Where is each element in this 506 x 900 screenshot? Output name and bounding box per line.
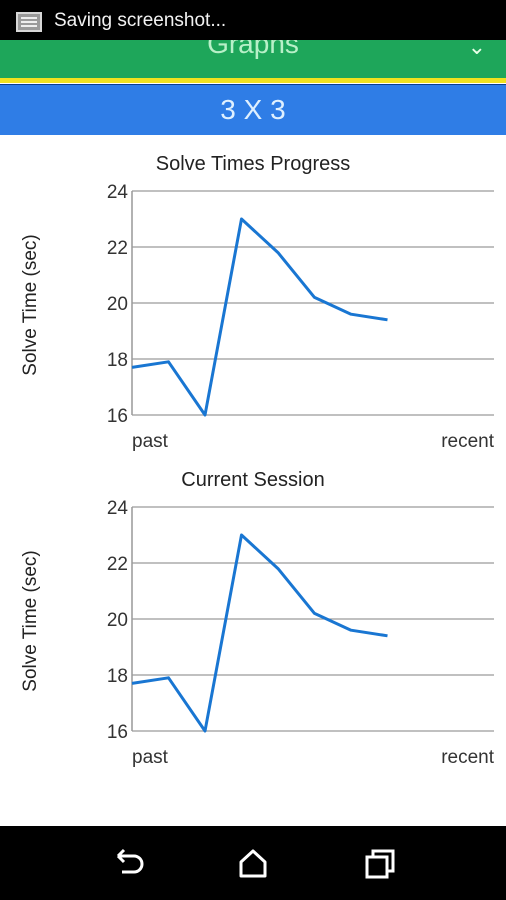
status-bar: Saving screenshot... — [0, 0, 506, 44]
back-icon[interactable] — [108, 844, 148, 884]
series-line — [131, 533, 388, 733]
y-tick-label: 22 — [107, 554, 128, 575]
progress-chart: Solve Times Progress Solve Time (sec) 16… — [0, 140, 506, 460]
navigation-bar — [0, 826, 506, 900]
home-icon[interactable] — [233, 844, 273, 884]
y-tick-label: 18 — [107, 350, 128, 371]
chevron-down-icon[interactable]: ⌄ — [467, 40, 486, 59]
app-bar-underline — [0, 78, 506, 83]
y-axis-label: Solve Time (sec) — [20, 550, 41, 691]
app-title[interactable]: Graphs — [207, 40, 299, 59]
y-tick-label: 20 — [107, 294, 128, 315]
session-chart: Current Session Solve Time (sec) 16 18 20 2… — [0, 456, 506, 776]
puzzle-type-label: 3 X 3 — [220, 94, 286, 125]
x-tick-past: past — [132, 431, 169, 452]
y-tick-label: 24 — [107, 182, 129, 203]
chart-title: Solve Times Progress — [156, 153, 351, 175]
y-axis-label: Solve Time (sec) — [20, 234, 41, 375]
y-tick-label: 20 — [107, 610, 128, 631]
x-tick-recent: recent — [441, 747, 495, 768]
y-tick-label: 16 — [107, 406, 128, 427]
chart-title: Current Session — [181, 469, 324, 491]
x-tick-recent: recent — [441, 431, 495, 452]
y-tick-label: 18 — [107, 666, 128, 687]
session-chart-svg: Current Session Solve Time (sec) 16 18 20 2… — [20, 469, 495, 768]
app-bar: Graphs ⌄ — [0, 40, 506, 78]
screenshot-icon — [16, 12, 42, 32]
y-tick-label: 24 — [107, 498, 129, 519]
y-tick-label: 16 — [107, 722, 128, 743]
x-tick-past: past — [132, 747, 169, 768]
recents-icon[interactable] — [360, 844, 400, 884]
progress-chart-svg: Solve Times Progress Solve Time (sec) 16… — [20, 153, 495, 452]
puzzle-type-bar[interactable]: 3 X 3 — [0, 84, 506, 135]
y-tick-label: 22 — [107, 238, 128, 259]
status-text: Saving screenshot... — [54, 10, 227, 31]
series-line — [131, 217, 388, 417]
